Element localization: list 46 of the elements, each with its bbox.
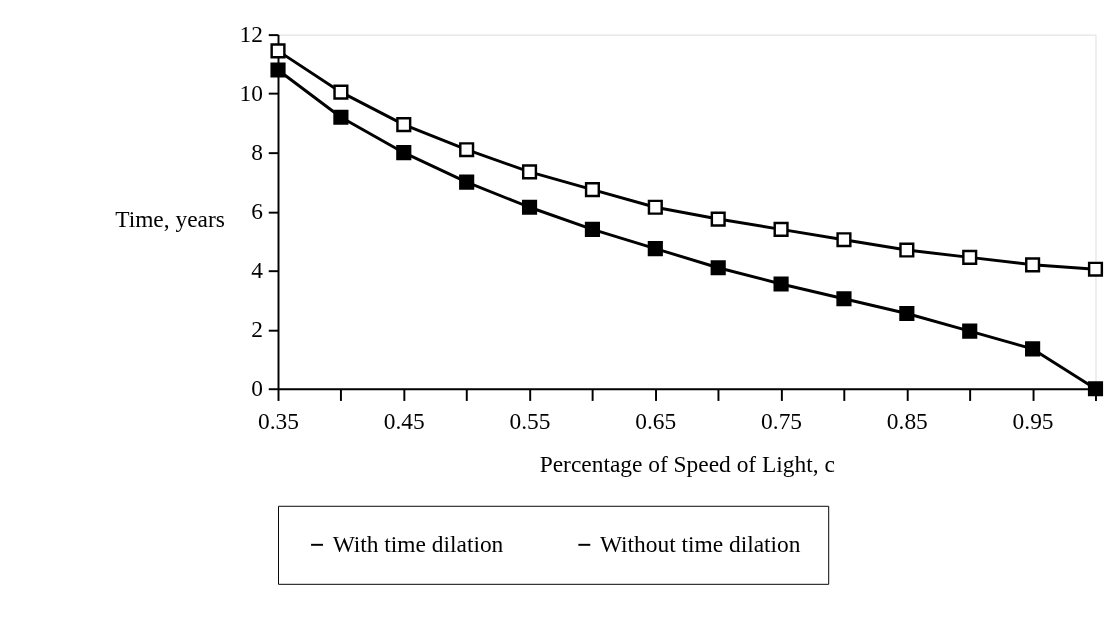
point (962, 249, 978, 265)
x-tick-label: 0.65 (635, 408, 677, 435)
y-tick-label: 8 (251, 138, 263, 165)
point (710, 260, 726, 276)
x-axis-title: Percentage of Speed of Light, c (539, 451, 835, 478)
point (836, 232, 852, 248)
x-tick-label: 0.35 (258, 408, 299, 435)
x-tick-label: 0.55 (509, 408, 551, 435)
point (270, 43, 286, 59)
x-tick-label: 0.75 (761, 408, 803, 435)
point (647, 240, 663, 257)
point (333, 109, 349, 125)
point (584, 181, 601, 198)
point (584, 221, 601, 237)
point (1087, 381, 1104, 397)
y-tick-label: 10 (239, 79, 263, 106)
point (1087, 261, 1104, 277)
point (962, 323, 978, 339)
y-tick-label: 4 (251, 257, 264, 284)
point (270, 62, 286, 78)
point (396, 145, 412, 161)
point (899, 305, 915, 322)
legend-label: With time dilation (332, 530, 504, 557)
point (521, 164, 538, 180)
point (396, 117, 412, 133)
point (710, 211, 726, 227)
point (459, 174, 475, 190)
point (459, 142, 475, 158)
x-tick-label: 0.85 (886, 408, 928, 435)
point (773, 276, 789, 292)
point (521, 199, 538, 215)
y-axis-title: Time, years (115, 206, 225, 233)
x-tick-label: 0.45 (383, 408, 425, 435)
point (836, 291, 852, 307)
point (647, 199, 663, 215)
point (773, 221, 789, 237)
point (333, 84, 349, 100)
point (899, 242, 915, 258)
y-tick-label: 0 (251, 375, 263, 402)
y-tick-label: 6 (251, 198, 263, 224)
point (1025, 257, 1041, 273)
y-tick-label: 12 (239, 20, 263, 47)
legend-label: Without time dilation (599, 530, 801, 557)
y-tick-label: 2 (251, 316, 263, 343)
point (1025, 341, 1041, 357)
x-tick-label: 0.95 (1012, 408, 1054, 435)
